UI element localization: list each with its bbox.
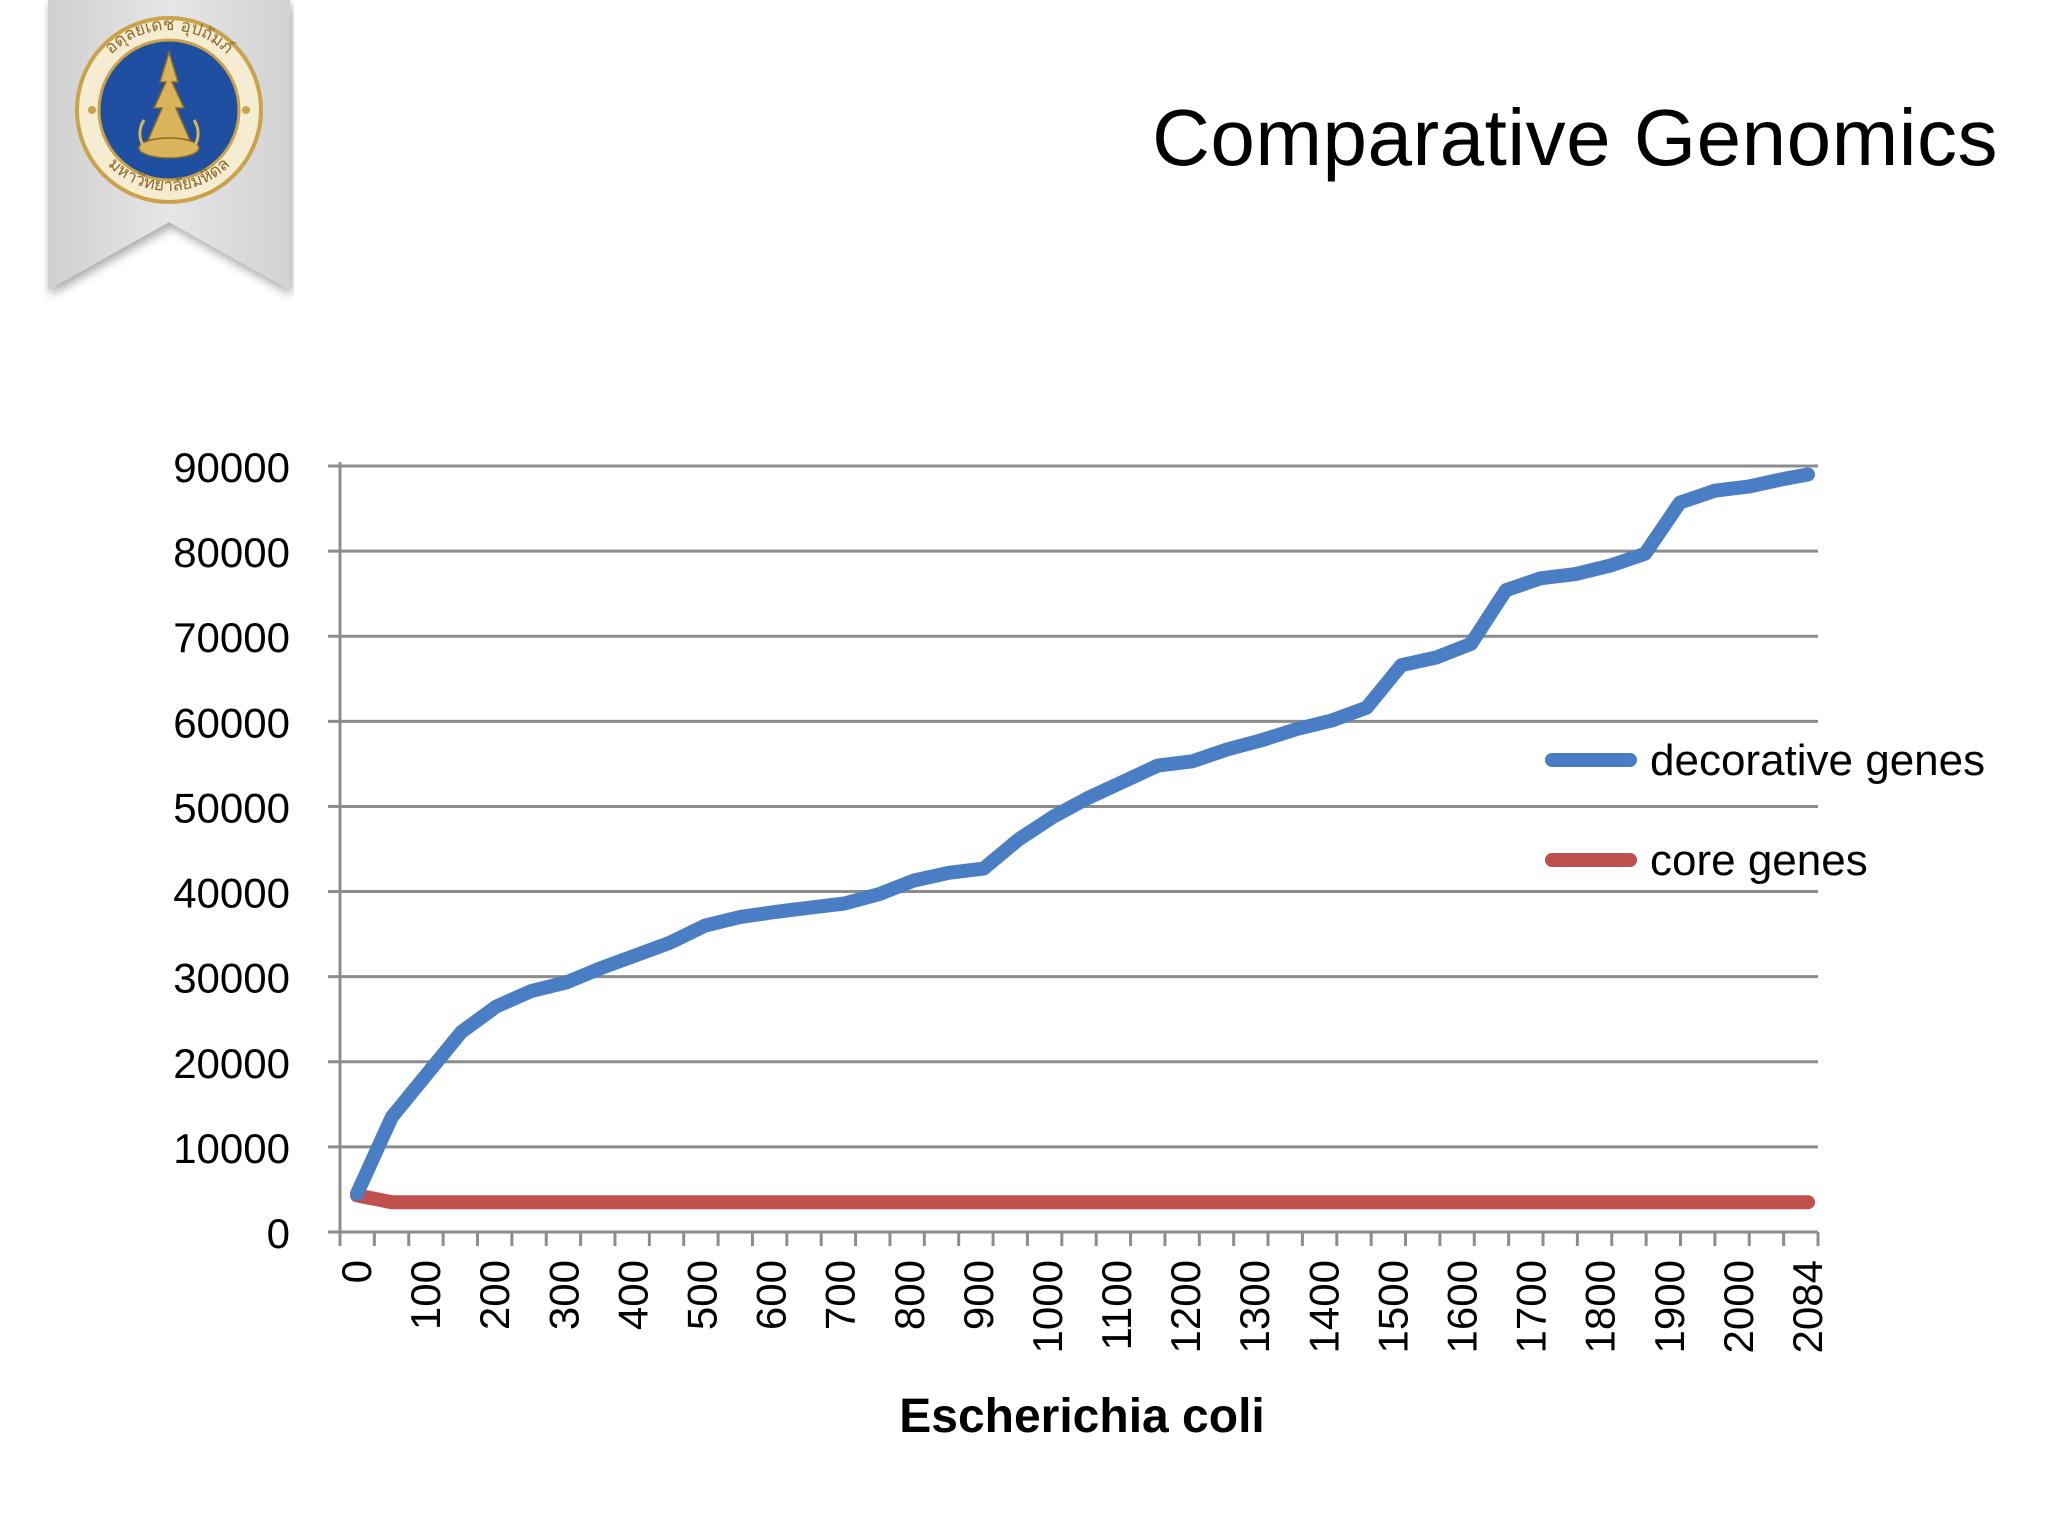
series-lines (350, 467, 1815, 1210)
x-tick-label: 200 (471, 1260, 518, 1330)
university-seal-icon: อดุลยเดช อุปถัมภ์ มหาวิทยาลัยมหิดล (75, 15, 263, 204)
x-tick-label: 1300 (1231, 1260, 1278, 1353)
gridlines (340, 464, 1818, 1234)
x-tick-label: 2000 (1715, 1260, 1762, 1353)
x-tick-labels: 0 100 200 300 400 500 600 700 800 900 1000 1100 1200… (333, 1260, 1831, 1353)
legend-label: core genes (1650, 836, 1868, 885)
y-tick-label: 40000 (173, 870, 290, 917)
series-line-core-genes (350, 1188, 1815, 1210)
y-tick-label: 0 (267, 1210, 290, 1257)
x-tick-label: 700 (817, 1260, 864, 1330)
y-tick-label: 80000 (173, 529, 290, 576)
x-tick-label: 1400 (1300, 1260, 1347, 1353)
y-tick-label: 50000 (173, 784, 290, 831)
x-tick-label: 1100 (1093, 1260, 1140, 1350)
logo-banner: อดุลยเดช อุปถัมภ์ มหาวิทยาลัยมหิดล (48, 0, 290, 290)
x-tick-label: 500 (678, 1260, 725, 1330)
x-tick-label: 400 (609, 1260, 656, 1330)
x-tick-label: 1900 (1646, 1260, 1693, 1353)
legend: decorative genes core genes (1545, 736, 1985, 885)
y-tick-label: 70000 (173, 614, 290, 661)
y-tick-label: 60000 (173, 699, 290, 746)
x-axis-label: Escherichia coli (899, 1390, 1265, 1443)
axes (328, 462, 1820, 1246)
x-tick-label: 1500 (1369, 1260, 1416, 1353)
x-tick-label: 1800 (1577, 1260, 1624, 1353)
x-tick-label: 600 (748, 1260, 795, 1330)
x-tick-label: 300 (540, 1260, 587, 1330)
x-tick-label: 0 (333, 1260, 380, 1283)
x-tick-label: 1000 (1024, 1260, 1071, 1353)
x-tick-label: 1700 (1508, 1260, 1555, 1353)
legend-label: decorative genes (1650, 736, 1985, 785)
series-line-decorative-genes (350, 467, 1815, 1201)
y-tick-labels: 0 10000 20000 30000 40000 50000 60000 70000 8000… (173, 444, 290, 1257)
x-tick-label: 100 (402, 1260, 449, 1330)
x-tick-label: 1200 (1162, 1260, 1209, 1353)
x-tick-label: 2084 (1784, 1260, 1831, 1353)
y-tick-label: 30000 (173, 955, 290, 1002)
y-tick-label: 90000 (173, 444, 290, 491)
x-tick-label: 900 (955, 1260, 1002, 1330)
slide-title: Comparative Genomics (1152, 93, 1998, 182)
x-tick-label: 800 (886, 1260, 933, 1330)
y-tick-label: 10000 (173, 1125, 290, 1172)
y-tick-label: 20000 (173, 1040, 290, 1087)
x-tick-label: 1600 (1439, 1260, 1486, 1353)
